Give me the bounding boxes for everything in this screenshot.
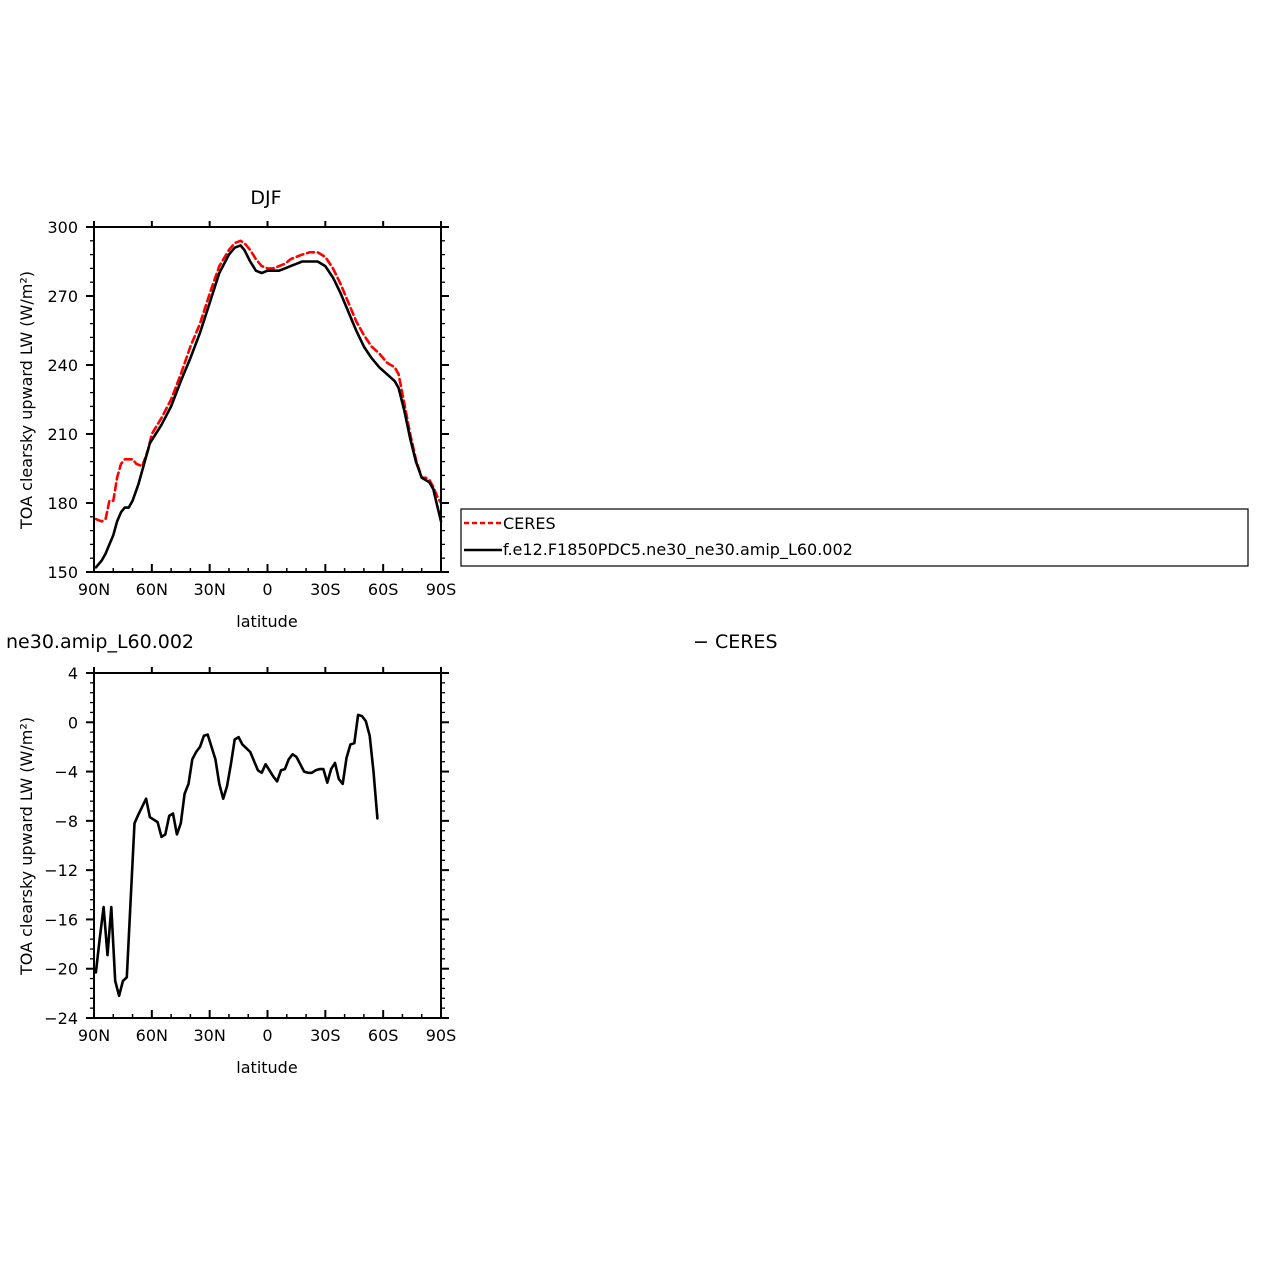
bottom-y-tick-label-0: −24 (44, 1009, 78, 1028)
top-x-tick-label-6: 90S (426, 580, 457, 599)
bottom-y-tick-label-2: −16 (44, 910, 78, 929)
legend-ceres-label: CERES (503, 514, 556, 533)
top-x-axis-title: latitude (236, 612, 297, 631)
top-x-tick-label-3: 0 (262, 580, 272, 599)
top-x-tick-label-1: 60N (136, 580, 168, 599)
legend-model-label: f.e12.F1850PDC5.ne30_ne30.amip_L60.002 (503, 540, 853, 560)
top-axis-ticks: 90N 60N 30N 0 30S 60S 90S 150 180 210 240 270 300 (47, 218, 456, 599)
bottom-x-tick-label-0: 90N (78, 1026, 110, 1045)
top-y-tick-label-2: 210 (47, 425, 78, 444)
top-y-axis-title: TOA clearsky upward LW (W/m²) (17, 271, 36, 530)
bottom-plot-title: ne30.amip_L60.002 (6, 631, 194, 653)
top-y-tick-label-5: 300 (47, 218, 78, 237)
bottom-y-tick-label-6: 0 (68, 713, 78, 732)
bottom-x-tick-label-4: 30S (310, 1026, 341, 1045)
bottom-x-tick-label-2: 30N (194, 1026, 226, 1045)
bottom-axis-ticks: 90N 60N 30N 0 30S 60S 90S −24 −20 −16 −12 −8 −4 0 4 (44, 664, 456, 1045)
top-series-line-0 (94, 239, 443, 523)
top-plot-title: DJF (250, 187, 281, 209)
top-plot-frame (93, 226, 442, 573)
bottom-y-tick-label-5: −4 (54, 763, 78, 782)
top-series-lines (94, 239, 443, 569)
top-y-tick-label-3: 240 (47, 356, 78, 375)
bottom-y-axis-title: TOA clearsky upward LW (W/m²) (17, 717, 36, 976)
bottom-annotation: − CERES (693, 631, 778, 653)
bottom-plot-frame (93, 672, 442, 1019)
top-x-tick-label-4: 30S (310, 580, 341, 599)
top-x-tick-label-5: 60S (368, 580, 399, 599)
top-x-tick-label-0: 90N (78, 580, 110, 599)
bottom-x-axis-title: latitude (236, 1058, 297, 1077)
bottom-series-line-0 (94, 713, 379, 998)
bottom-y-tick-label-7: 4 (68, 664, 78, 683)
top-series-line-1 (94, 244, 443, 569)
legend: CERES f.e12.F1850PDC5.ne30_ne30.amip_L60… (460, 508, 1249, 567)
top-panel: DJF 90N 60N 30N 0 30S 60S 90S 150 180 210 240 270 30… (17, 187, 456, 631)
bottom-x-tick-label-5: 60S (368, 1026, 399, 1045)
legend-box (460, 508, 1249, 567)
top-y-tick-label-4: 270 (47, 287, 78, 306)
bottom-x-tick-label-1: 60N (136, 1026, 168, 1045)
bottom-series-lines (94, 713, 379, 998)
bottom-y-tick-label-3: −12 (44, 861, 78, 880)
bottom-y-tick-label-1: −20 (44, 960, 78, 979)
top-y-tick-label-0: 150 (47, 563, 78, 582)
top-x-tick-label-2: 30N (194, 580, 226, 599)
top-y-tick-label-1: 180 (47, 494, 78, 513)
bottom-x-tick-label-6: 90S (426, 1026, 457, 1045)
bottom-y-tick-label-4: −8 (54, 812, 78, 831)
bottom-panel: ne30.amip_L60.002 − CERES 90N 60N 30N 0 30S 6… (6, 631, 778, 1077)
bottom-x-tick-label-3: 0 (262, 1026, 272, 1045)
